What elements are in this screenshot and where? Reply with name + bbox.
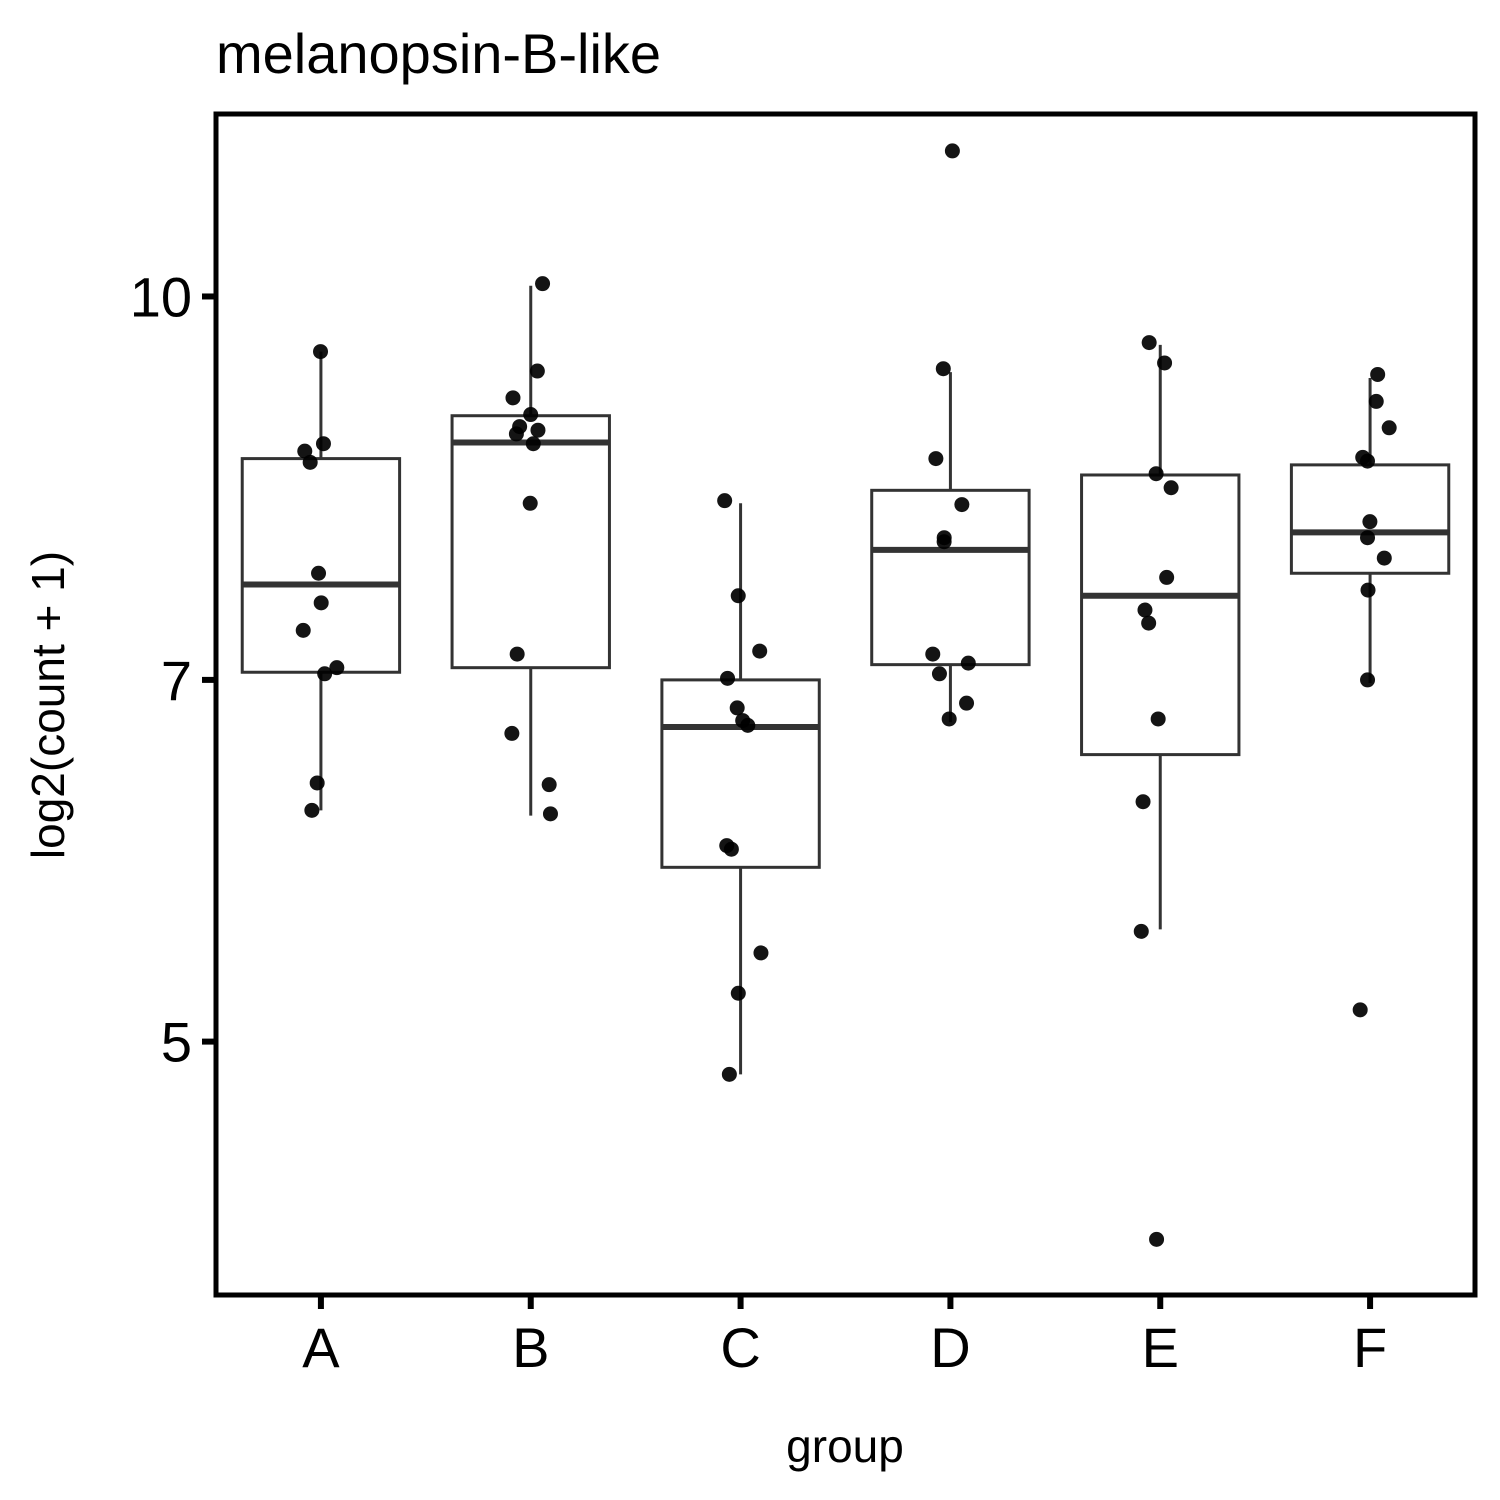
- iqr-box-A: [240, 457, 402, 674]
- data-point-E-2: [1148, 466, 1164, 482]
- data-point-B-6: [508, 426, 524, 442]
- data-point-E-8: [1135, 794, 1151, 810]
- data-point-B-1: [529, 363, 545, 379]
- y-tick-label-5: 5: [161, 1011, 192, 1074]
- box-E: [1080, 344, 1241, 930]
- data-point-E-10: [1149, 1231, 1165, 1247]
- data-point-C-6: [740, 717, 756, 733]
- data-point-D-8: [931, 666, 947, 682]
- data-point-D-9: [959, 695, 975, 711]
- x-tick-label-C: C: [720, 1316, 760, 1379]
- points-F: [1352, 366, 1397, 1018]
- data-point-F-7: [1376, 550, 1392, 566]
- data-point-E-1: [1157, 355, 1173, 371]
- points-D: [925, 143, 976, 727]
- data-point-D-2: [928, 451, 944, 467]
- data-point-F-6: [1360, 530, 1376, 546]
- points-B: [504, 276, 558, 822]
- y-tick-label-10: 10: [130, 265, 192, 328]
- data-point-A-1: [315, 436, 331, 452]
- data-point-D-3: [954, 497, 970, 513]
- data-point-C-9: [753, 945, 769, 961]
- data-point-B-2: [505, 390, 521, 406]
- data-point-B-11: [541, 777, 557, 793]
- data-point-A-7: [329, 660, 345, 676]
- data-point-D-7: [960, 655, 976, 671]
- data-point-C-0: [717, 493, 733, 509]
- data-point-C-1: [730, 588, 746, 604]
- iqr-box-E: [1080, 473, 1241, 757]
- axis-layer: 5 7 10 A B C D E F: [130, 265, 1387, 1379]
- data-point-F-1: [1368, 393, 1384, 409]
- data-point-E-7: [1150, 711, 1166, 727]
- plot-layer: [240, 143, 1451, 1247]
- data-point-F-0: [1370, 366, 1386, 382]
- data-point-E-0: [1141, 335, 1157, 351]
- iqr-box-B: [450, 414, 611, 670]
- x-axis-label: group: [786, 1420, 904, 1472]
- data-point-E-9: [1133, 923, 1149, 939]
- data-point-C-11: [721, 1066, 737, 1082]
- data-point-A-5: [313, 595, 329, 611]
- data-point-C-3: [720, 670, 736, 686]
- data-point-C-2: [752, 643, 768, 659]
- data-point-C-4: [729, 700, 745, 716]
- data-point-A-10: [304, 802, 320, 818]
- box-D: [870, 372, 1031, 723]
- x-tick-label-F: F: [1353, 1316, 1387, 1379]
- data-point-F-4: [1359, 453, 1375, 469]
- data-point-A-3: [302, 454, 318, 470]
- points-E: [1133, 335, 1179, 1247]
- data-point-B-8: [522, 495, 538, 511]
- data-point-B-10: [504, 725, 520, 741]
- data-point-F-2: [1381, 420, 1397, 436]
- data-point-D-0: [944, 143, 960, 159]
- data-point-D-5: [936, 534, 952, 550]
- x-tick-label-B: B: [512, 1316, 549, 1379]
- data-point-A-8: [317, 666, 333, 682]
- data-point-A-0: [313, 344, 329, 360]
- data-point-B-3: [523, 407, 539, 423]
- box-A: [240, 351, 402, 811]
- data-point-F-9: [1360, 672, 1376, 688]
- data-point-E-5: [1137, 602, 1153, 618]
- plot-panel-border: [213, 111, 1478, 1298]
- x-tick-label-D: D: [930, 1316, 970, 1379]
- data-point-E-6: [1141, 615, 1157, 631]
- data-point-A-9: [309, 775, 325, 791]
- data-point-D-6: [925, 646, 941, 662]
- data-point-B-7: [525, 436, 541, 452]
- data-point-E-4: [1159, 569, 1175, 585]
- data-point-F-8: [1360, 582, 1376, 598]
- points-C: [717, 493, 769, 1082]
- data-point-B-5: [530, 422, 546, 438]
- points-A: [295, 344, 345, 818]
- y-axis-label: log2(count + 1): [22, 551, 74, 859]
- data-point-B-0: [535, 276, 551, 292]
- data-point-C-8: [719, 838, 735, 854]
- x-tick-label-E: E: [1142, 1316, 1179, 1379]
- data-point-F-10: [1352, 1002, 1368, 1018]
- box-B: [450, 285, 611, 816]
- chart-title: melanopsin-B-like: [216, 22, 661, 85]
- data-point-D-1: [935, 361, 951, 377]
- data-point-A-6: [295, 622, 311, 638]
- data-point-A-4: [311, 565, 327, 581]
- data-point-C-10: [730, 985, 746, 1001]
- data-point-B-9: [509, 646, 525, 662]
- data-point-F-5: [1362, 514, 1378, 530]
- data-point-E-3: [1163, 480, 1179, 496]
- data-point-A-2: [297, 443, 313, 459]
- x-tick-label-A: A: [302, 1316, 340, 1379]
- data-point-D-10: [941, 711, 957, 727]
- data-point-B-12: [542, 806, 558, 822]
- box-F: [1289, 377, 1451, 683]
- iqr-box-D: [870, 488, 1031, 667]
- y-tick-label-7: 7: [161, 649, 192, 712]
